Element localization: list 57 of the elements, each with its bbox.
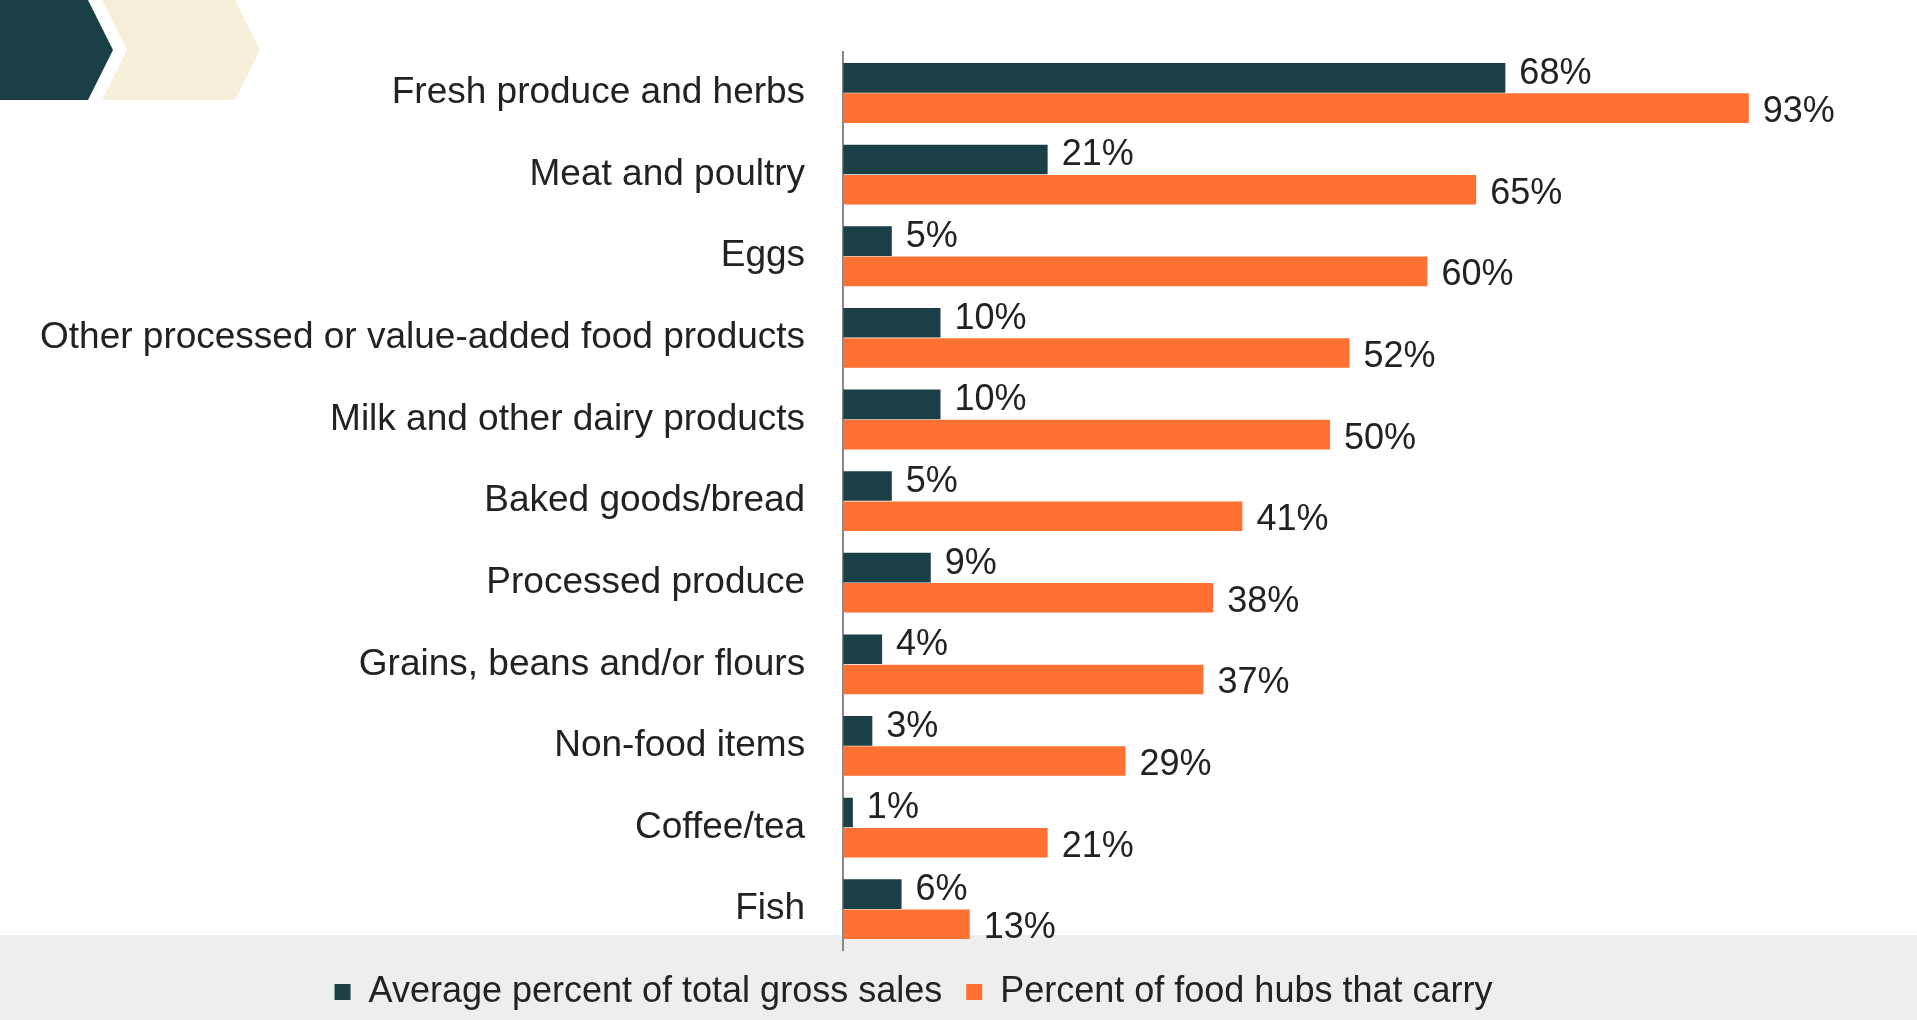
data-label: 41% — [1256, 497, 1329, 539]
data-label: 93% — [1762, 89, 1835, 131]
bar — [843, 144, 1048, 175]
bar — [843, 797, 853, 828]
bar — [843, 389, 941, 420]
data-label: 21% — [1061, 132, 1134, 174]
y-tick-label: Processed produce — [486, 559, 806, 601]
bar — [843, 63, 1506, 93]
bar — [843, 338, 1350, 368]
data-label: 3% — [886, 703, 939, 745]
data-label: 68% — [1519, 50, 1592, 92]
bar — [843, 716, 873, 746]
y-tick-label: Milk and other dairy products — [330, 396, 806, 438]
data-label: 5% — [905, 214, 958, 256]
legend-label: Average percent of total gross sales — [368, 968, 943, 1010]
y-tick-label: Fresh produce and herbs — [391, 70, 806, 112]
y-tick-label: Baked goods/bread — [484, 478, 806, 520]
data-label: 60% — [1441, 252, 1514, 294]
bar — [843, 583, 1214, 613]
legend-label: Percent of food hubs that carry — [1000, 968, 1493, 1010]
bar — [843, 501, 1243, 531]
bar — [843, 471, 892, 501]
bar — [843, 552, 931, 583]
data-label: 21% — [1061, 823, 1134, 865]
data-label: 10% — [954, 377, 1027, 419]
data-label: 13% — [983, 905, 1056, 947]
bar — [843, 634, 883, 665]
bar — [843, 307, 941, 338]
data-label: 52% — [1363, 333, 1436, 375]
bar — [843, 174, 1477, 205]
y-tick-label: Non-food items — [554, 723, 806, 765]
bar — [843, 909, 970, 940]
bar — [843, 664, 1204, 695]
data-label: 50% — [1344, 415, 1417, 457]
data-label: 65% — [1490, 170, 1563, 212]
data-label: 29% — [1139, 741, 1212, 783]
y-tick-label: Other processed or value-added food products — [39, 315, 806, 357]
bar — [843, 93, 1749, 123]
y-tick-label: Eggs — [720, 233, 806, 275]
data-label: 9% — [944, 540, 997, 582]
y-tick-label: Fish — [735, 886, 806, 928]
data-label: 37% — [1217, 660, 1290, 702]
data-label: 6% — [915, 867, 968, 909]
data-label: 10% — [954, 295, 1027, 337]
bar — [843, 256, 1428, 287]
data-label: 38% — [1227, 578, 1300, 620]
data-label: 1% — [866, 785, 919, 827]
bar — [843, 827, 1048, 858]
data-label: 4% — [896, 622, 949, 664]
y-tick-label: Grains, beans and/or flours — [358, 641, 806, 683]
bar — [843, 746, 1126, 776]
bar — [843, 226, 892, 256]
y-tick-label: Meat and poultry — [529, 151, 806, 193]
bar — [843, 879, 902, 909]
y-tick-label: Coffee/tea — [635, 804, 806, 846]
data-label: 5% — [905, 458, 958, 500]
bar — [843, 419, 1331, 450]
